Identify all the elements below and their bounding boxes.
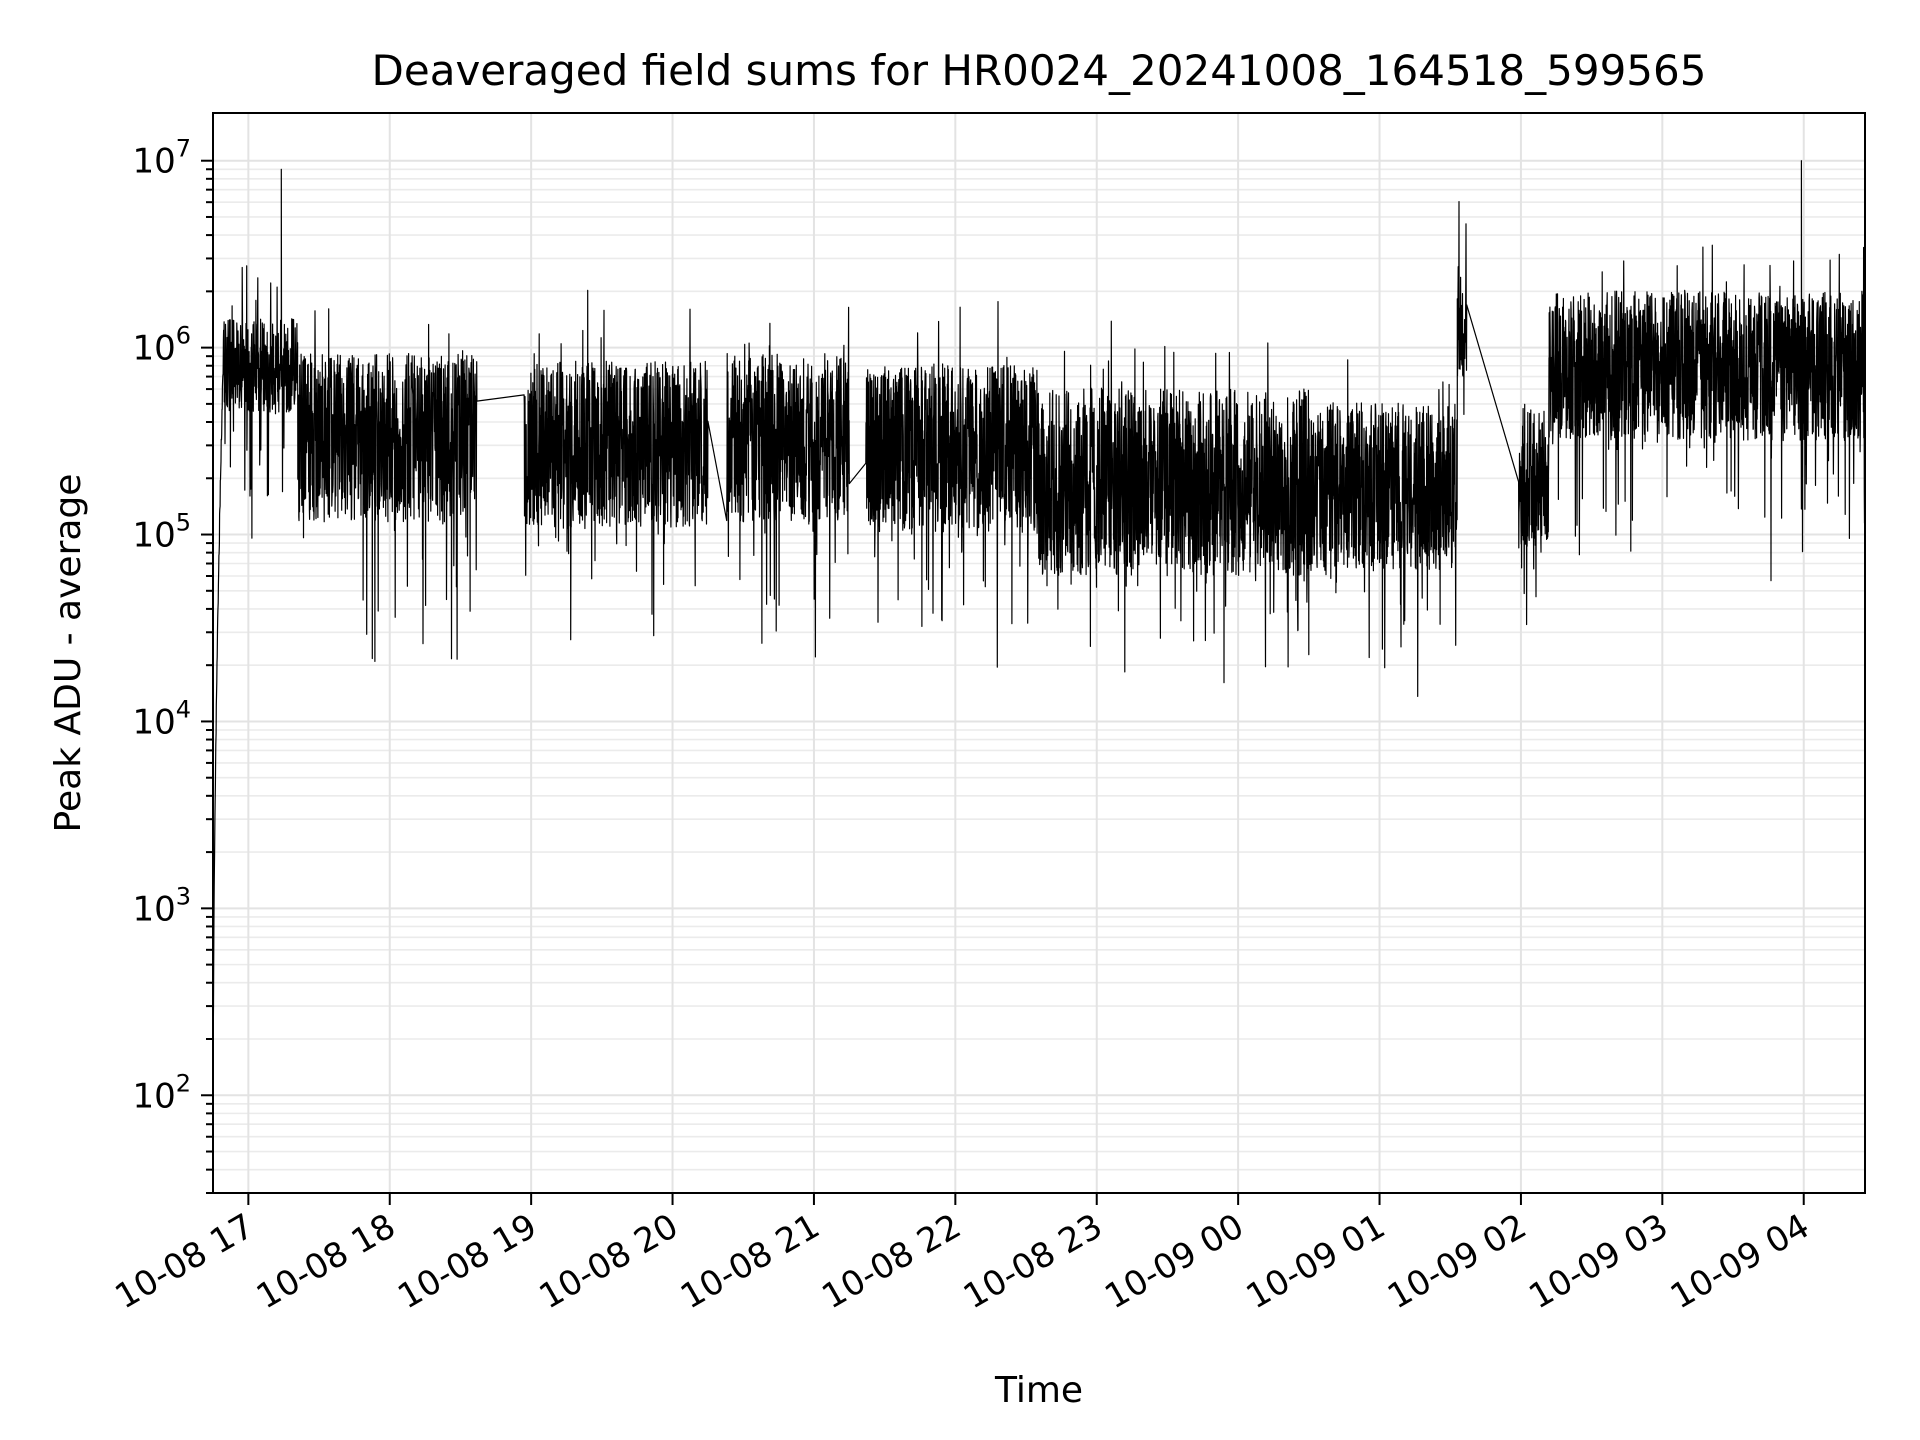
- y-axis-label: Peak ADU - average: [48, 474, 89, 833]
- y-tick-label: 102: [132, 1069, 191, 1116]
- y-tick-label: 105: [132, 509, 191, 556]
- plot-frame: [212, 112, 1866, 1194]
- series-layer: [212, 160, 1866, 1173]
- x-tick-label: 10-08 19: [391, 1206, 543, 1317]
- x-tick-label: 10-08 17: [108, 1206, 260, 1317]
- x-tick-label: 10-09 04: [1664, 1206, 1816, 1317]
- series-line: [212, 160, 1866, 1173]
- x-tick-label: 10-09 00: [1098, 1206, 1250, 1317]
- y-tick-label: 103: [132, 882, 191, 929]
- x-tick-label: 10-08 23: [957, 1206, 1109, 1317]
- y-tick-label: 106: [132, 322, 191, 369]
- x-tick-label: 10-09 01: [1240, 1206, 1392, 1317]
- x-tick-label: 10-08 21: [674, 1206, 826, 1317]
- x-tick-label: 10-09 03: [1522, 1206, 1674, 1317]
- y-tick-label: 107: [132, 135, 191, 182]
- x-tick-label: 10-09 02: [1381, 1206, 1533, 1317]
- x-axis-label: Time: [994, 1370, 1083, 1411]
- x-tick-label: 10-08 18: [250, 1206, 402, 1317]
- y-tick-label: 104: [132, 695, 191, 742]
- x-tick-label: 10-08 20: [533, 1206, 685, 1317]
- grid-layer: [213, 113, 1865, 1194]
- x-tick-label: 10-08 22: [815, 1206, 967, 1317]
- chart-title: Deaveraged field sums for HR0024_2024100…: [372, 46, 1707, 95]
